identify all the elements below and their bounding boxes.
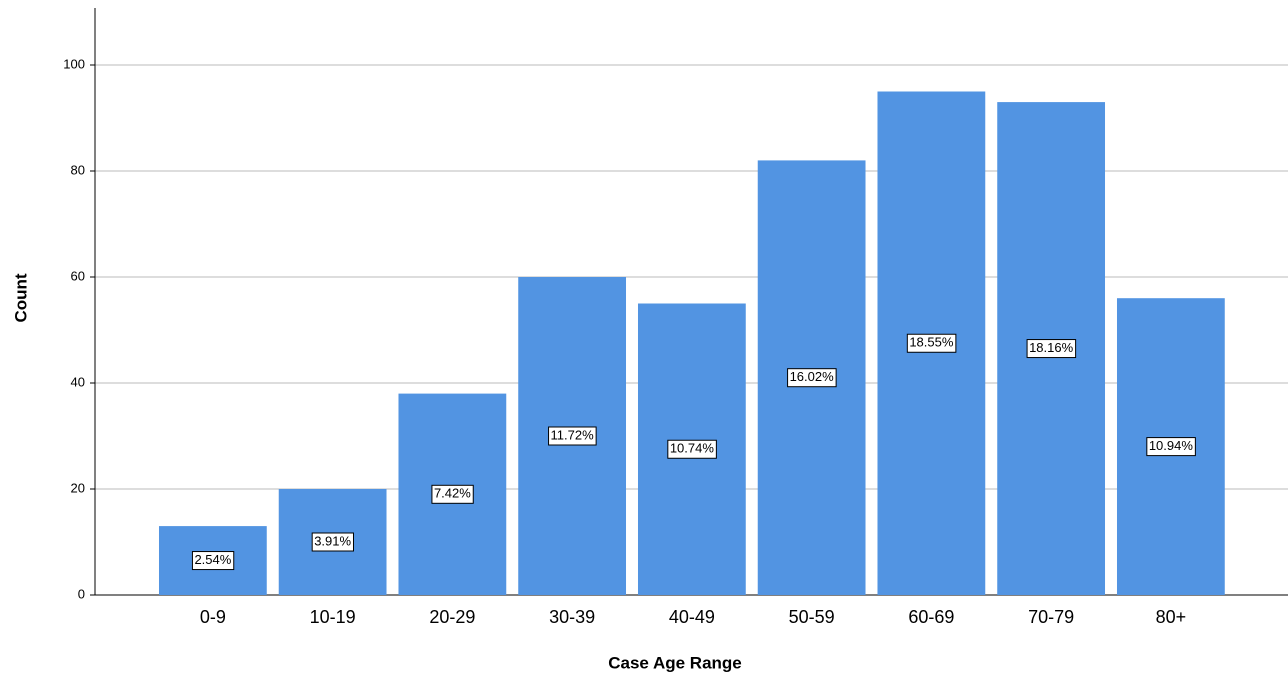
x-tick-label: 50-59 <box>789 607 835 627</box>
data-label-box <box>311 532 354 552</box>
y-tick-label: 20 <box>71 480 85 495</box>
x-tick-label: 0-9 <box>200 607 226 627</box>
x-tick-label: 20-29 <box>429 607 475 627</box>
data-label: 18.55% <box>909 335 954 350</box>
y-tick-label: 100 <box>63 56 85 71</box>
data-label: 7.42% <box>434 486 471 501</box>
data-label: 2.54% <box>194 552 231 567</box>
data-label: 10.94% <box>1149 438 1194 453</box>
data-label-box <box>787 368 837 388</box>
x-tick-label: 30-39 <box>549 607 595 627</box>
x-tick-label: 60-69 <box>908 607 954 627</box>
data-label-box <box>548 426 597 446</box>
y-tick-label: 0 <box>78 586 85 601</box>
data-label-box <box>667 439 717 459</box>
data-label-box <box>191 551 235 571</box>
y-tick-label: 60 <box>71 268 85 283</box>
y-tick-label: 40 <box>71 374 85 389</box>
y-tick-label: 80 <box>71 162 85 177</box>
data-label: 16.02% <box>790 369 835 384</box>
data-label: 18.16% <box>1029 340 1074 355</box>
x-tick-label: 40-49 <box>669 607 715 627</box>
data-label-box <box>1026 339 1077 359</box>
x-tick-label: 70-79 <box>1028 607 1074 627</box>
x-tick-label: 80+ <box>1156 607 1187 627</box>
y-axis-label: Count <box>11 273 30 322</box>
x-tick-label: 10-19 <box>310 607 356 627</box>
data-label: 11.72% <box>551 427 595 442</box>
data-label: 3.91% <box>314 533 351 548</box>
data-label: 10.74% <box>670 441 715 456</box>
data-label-box <box>1146 437 1196 457</box>
data-label-box <box>906 333 957 353</box>
x-axis-label: Case Age Range <box>608 653 742 672</box>
data-label-box <box>431 484 474 504</box>
